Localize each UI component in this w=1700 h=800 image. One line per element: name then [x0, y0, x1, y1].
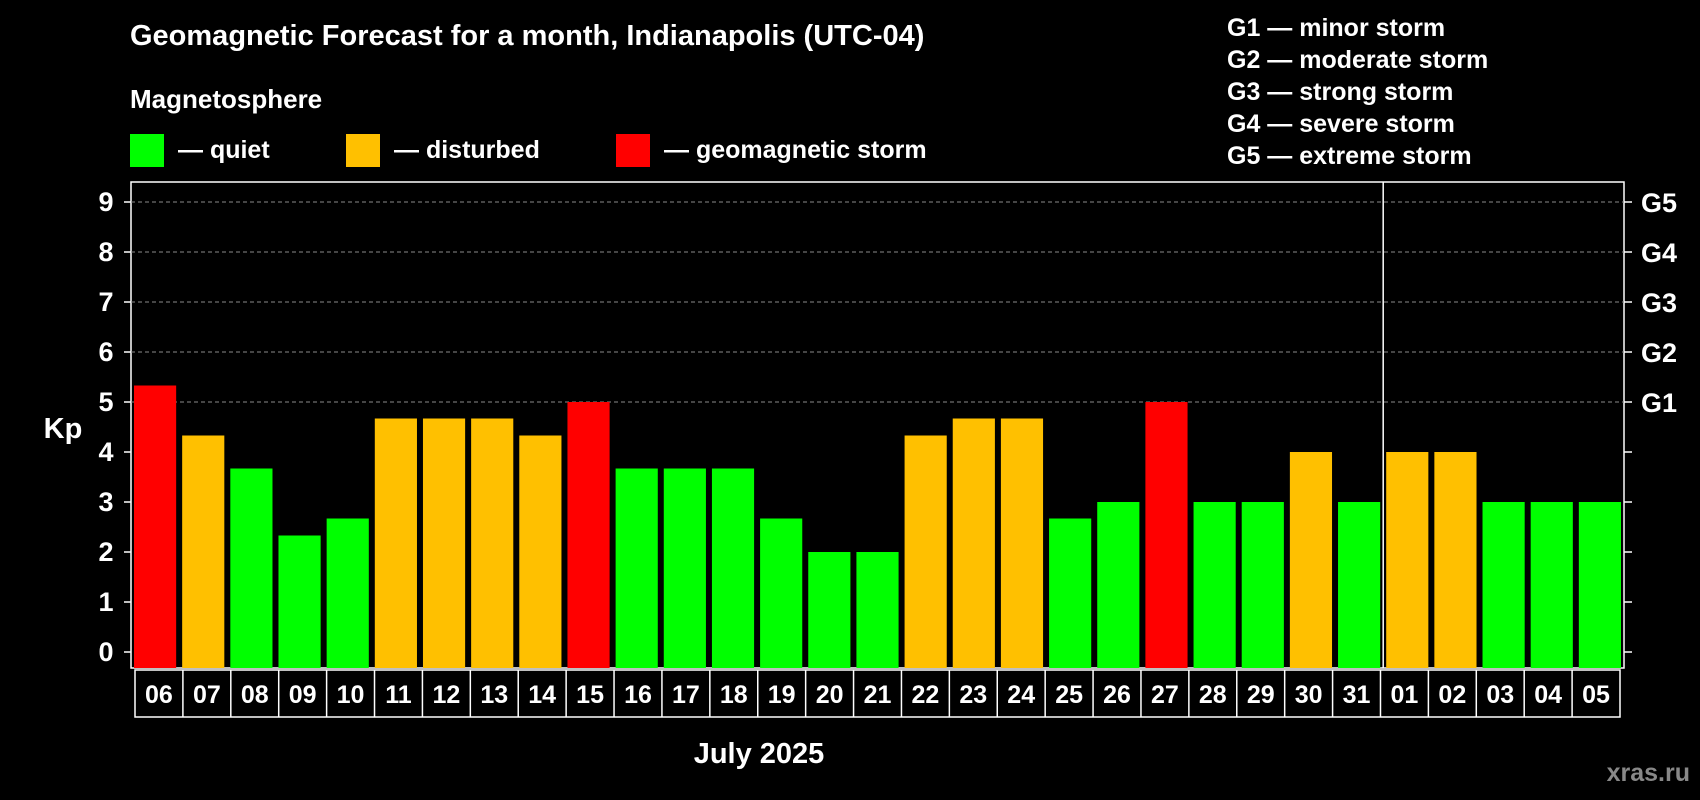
x-tick-label-25: 25 — [1055, 681, 1083, 709]
y-tick-label-3: 3 — [98, 487, 113, 517]
x-tick-label-12: 12 — [432, 681, 460, 709]
y-axis-label: Kp — [44, 413, 83, 445]
x-tick-label-09: 09 — [289, 681, 317, 709]
x-tick-label-10: 10 — [337, 681, 365, 709]
x-tick-label-08: 08 — [241, 681, 269, 709]
date-table — [134, 669, 1621, 718]
y-tick-label-0: 0 — [98, 637, 113, 667]
watermark: xras.ru — [1606, 759, 1690, 787]
bar-24 — [1000, 418, 1044, 668]
x-tick-label-17: 17 — [672, 681, 700, 709]
bar-04 — [1530, 502, 1573, 668]
storm-level-g3: G3 — strong storm — [1227, 78, 1454, 106]
bar-15 — [567, 402, 610, 668]
bar-07 — [182, 435, 225, 668]
bar-30 — [1289, 452, 1333, 668]
bar-17 — [663, 468, 706, 668]
legend-label-quiet: — quiet — [178, 136, 270, 164]
bar-14 — [519, 435, 562, 668]
bar-13 — [471, 418, 514, 668]
x-tick-label-18: 18 — [720, 681, 748, 709]
legend-swatch-storm — [616, 134, 650, 167]
storm-level-g2: G2 — moderate storm — [1227, 46, 1489, 74]
right-label-G4: G4 — [1641, 238, 1677, 268]
x-tick-label-14: 14 — [528, 681, 556, 709]
x-tick-label-04: 04 — [1534, 681, 1562, 709]
legend-title: Magnetosphere — [130, 84, 323, 114]
x-tick-label-13: 13 — [480, 681, 508, 709]
bar-19 — [760, 518, 803, 668]
legend-label-storm: — geomagnetic storm — [664, 136, 927, 164]
bar-21 — [856, 552, 899, 668]
x-tick-label-20: 20 — [816, 681, 844, 709]
bar-28 — [1193, 502, 1236, 668]
x-tick-label-05: 05 — [1582, 681, 1610, 709]
x-tick-label-15: 15 — [576, 681, 604, 709]
right-label-G2: G2 — [1641, 338, 1677, 368]
bar-31 — [1338, 502, 1381, 668]
x-tick-label-11: 11 — [385, 681, 412, 709]
bar-09 — [278, 535, 321, 668]
storm-level-g4: G4 — severe storm — [1227, 110, 1455, 138]
x-tick-label-27: 27 — [1151, 681, 1179, 709]
bar-23 — [952, 418, 995, 668]
x-tick-label-21: 21 — [864, 681, 892, 709]
bar-08 — [230, 468, 273, 668]
y-tick-label-6: 6 — [98, 337, 113, 367]
x-tick-label-30: 30 — [1295, 681, 1323, 709]
bar-01 — [1386, 452, 1429, 668]
legend-item-quiet: — quiet — [130, 134, 270, 167]
x-tick-label-01: 01 — [1391, 681, 1419, 709]
x-tick-label-26: 26 — [1103, 681, 1131, 709]
storm-level-g5: G5 — extreme storm — [1227, 142, 1472, 170]
y-tick-label-2: 2 — [98, 537, 113, 567]
x-tick-label-07: 07 — [193, 681, 221, 709]
bar-06 — [134, 385, 177, 668]
y-tick-label-9: 9 — [98, 187, 113, 217]
x-tick-label-06: 06 — [145, 681, 173, 709]
legend-item-storm: — geomagnetic storm — [616, 134, 927, 167]
right-label-G1: G1 — [1641, 388, 1677, 418]
y-tick-label-5: 5 — [98, 387, 113, 417]
x-tick-label-31: 31 — [1343, 681, 1371, 709]
right-label-G3: G3 — [1641, 288, 1677, 318]
bar-27 — [1145, 402, 1188, 668]
y-tick-label-1: 1 — [98, 587, 113, 617]
bar-10 — [326, 518, 369, 668]
bar-16 — [615, 468, 658, 668]
bar-29 — [1241, 502, 1284, 668]
bar-25 — [1049, 518, 1092, 668]
x-tick-label-24: 24 — [1007, 681, 1035, 709]
bar-11 — [374, 418, 417, 668]
right-label-G5: G5 — [1641, 188, 1677, 218]
storm-level-legend: G1 — minor storm G2 — moderate storm G3 … — [1227, 12, 1488, 172]
bar-22 — [904, 435, 947, 668]
bar-12 — [422, 418, 466, 668]
y-tick-label-7: 7 — [98, 287, 113, 317]
x-tick-label-02: 02 — [1438, 681, 1466, 709]
x-tick-label-28: 28 — [1199, 681, 1227, 709]
storm-level-g1: G1 — minor storm — [1227, 14, 1446, 42]
x-tick-label-03: 03 — [1486, 681, 1514, 709]
legend-swatch-quiet — [130, 134, 164, 167]
x-tick-label-23: 23 — [959, 681, 987, 709]
bar-03 — [1482, 502, 1525, 668]
x-axis-label: July 2025 — [694, 738, 825, 770]
bar-18 — [711, 468, 755, 668]
bar-05 — [1578, 502, 1621, 668]
legend-label-disturbed: — disturbed — [394, 136, 540, 164]
bar-26 — [1097, 502, 1140, 668]
chart-title: Geomagnetic Forecast for a month, Indian… — [130, 20, 925, 52]
legend-swatch-disturbed — [346, 134, 380, 167]
x-tick-label-16: 16 — [624, 681, 652, 709]
x-tick-label-19: 19 — [768, 681, 796, 709]
x-tick-label-29: 29 — [1247, 681, 1275, 709]
bar-02 — [1434, 452, 1477, 668]
legend-item-disturbed: — disturbed — [346, 134, 540, 167]
bar-20 — [808, 552, 851, 668]
y-tick-label-8: 8 — [98, 237, 113, 267]
x-tick-label-22: 22 — [911, 681, 939, 709]
y-tick-label-4: 4 — [98, 437, 113, 467]
